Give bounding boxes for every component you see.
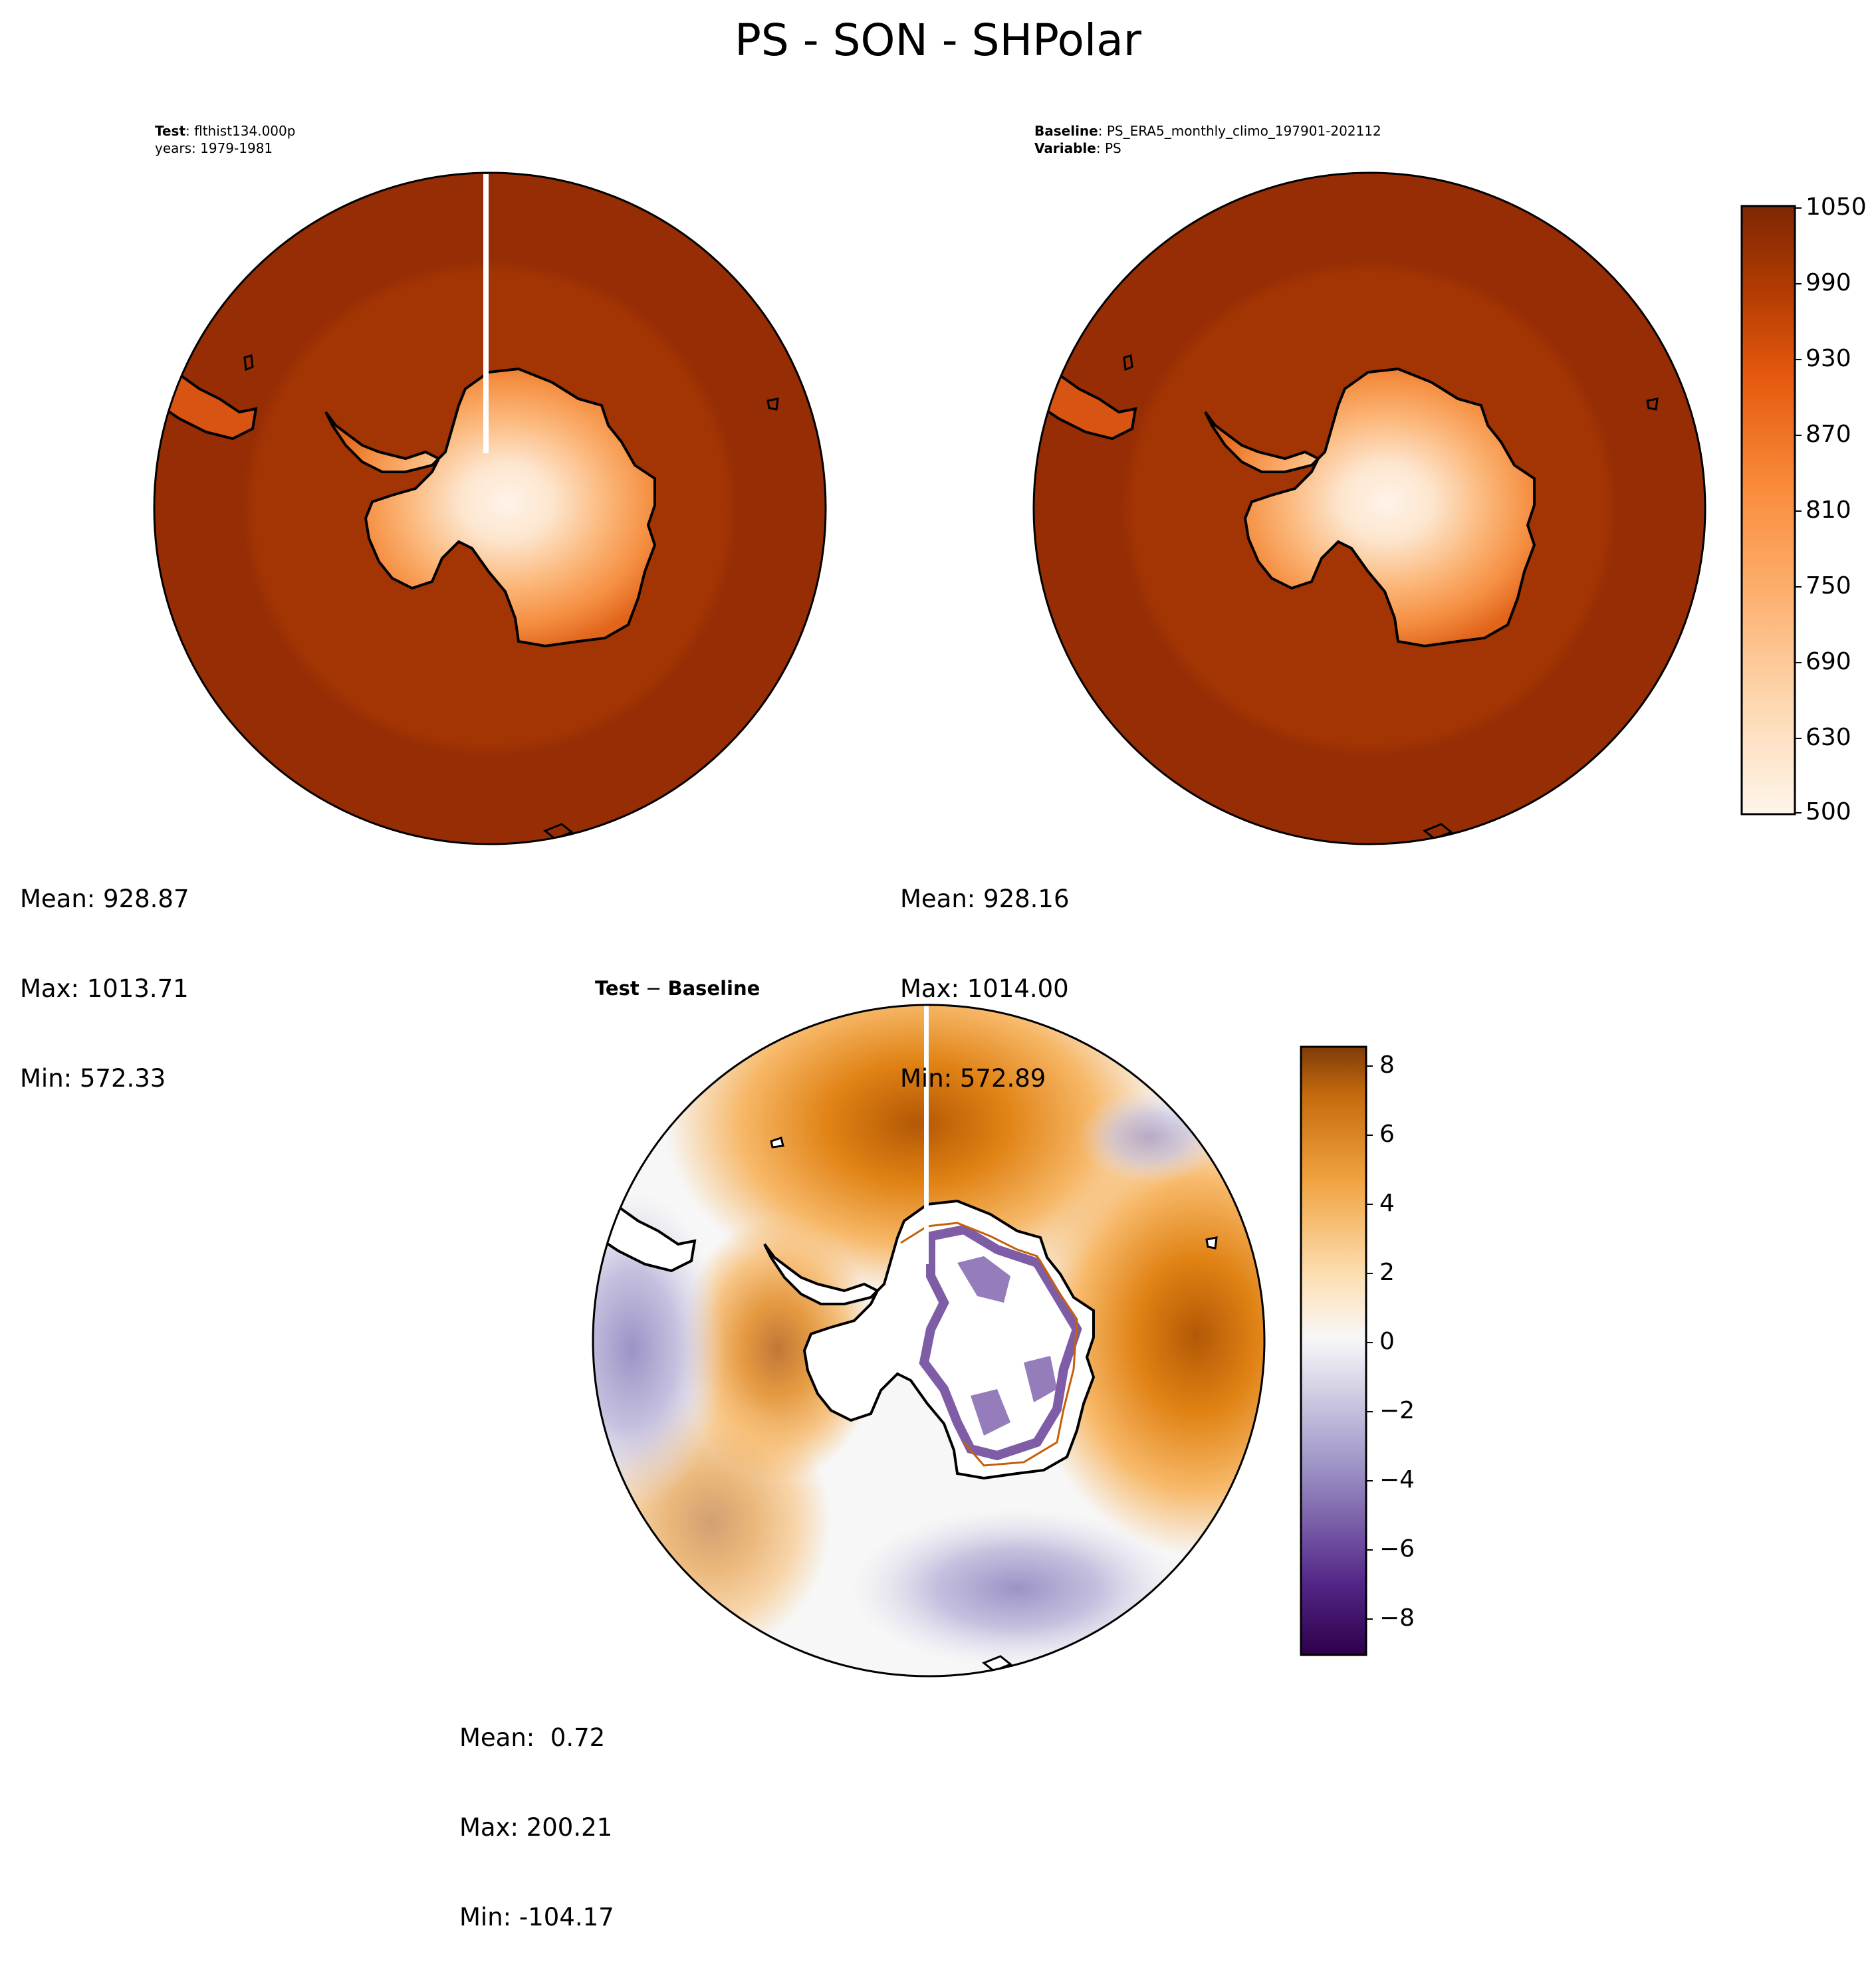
- cb1-tickmark: [1795, 207, 1802, 209]
- cb1-tick-1050: 1050: [1806, 193, 1867, 221]
- diff-antarctica-negative-patch: [971, 1389, 1010, 1436]
- cb1-tickmark: [1795, 359, 1802, 360]
- figure-title: PS - SON - SHPolar: [735, 15, 1141, 66]
- baseline-map-border: [1032, 171, 1706, 845]
- baseline-label-text: : PS_ERA5_monthly_climo_197901-202112: [1098, 123, 1381, 139]
- cb1-tickmark: [1795, 662, 1802, 663]
- cb2-tickmark: [1366, 1411, 1373, 1412]
- test-island: [543, 823, 574, 840]
- test-mean: Mean: 928.87: [20, 885, 189, 913]
- baseline-panel-header: Baseline: PS_ERA5_monthly_climo_197901-2…: [1034, 122, 1381, 157]
- cb2-tickmark: [1366, 1135, 1373, 1136]
- cb2-tick-neg2: −2: [1379, 1397, 1415, 1424]
- variable-label-bold: Variable: [1034, 140, 1096, 156]
- baseline-island: [1123, 354, 1133, 372]
- test-max: Max: 1013.71: [20, 974, 189, 1003]
- cb1-tickmark: [1795, 435, 1802, 436]
- test-label-text: : flthist134.000p: [185, 123, 296, 139]
- baseline-antarctica: [1204, 367, 1536, 648]
- test-years: years: 1979-1981: [155, 140, 273, 156]
- diff-positive-anomaly-east: [1024, 1117, 1264, 1555]
- baseline-mean: Mean: 928.16: [900, 885, 1070, 913]
- diff-negative-anomaly-south: [851, 1509, 1183, 1668]
- test-missing-data-strip: [483, 174, 489, 453]
- diff-min: Min: -104.17: [459, 1903, 614, 1931]
- diff-stats: Mean: 0.72 Max: 200.21 Min: -104.17: [459, 1663, 614, 1962]
- baseline-map: [1034, 173, 1705, 844]
- cb2-tick-neg6: −6: [1379, 1535, 1415, 1563]
- baseline-stats: Mean: 928.16 Max: 1014.00 Min: 572.89: [900, 824, 1070, 1123]
- cb2-tickmark: [1366, 1480, 1373, 1481]
- diff-island: [770, 1137, 784, 1148]
- cb2-tickmark: [1366, 1273, 1373, 1274]
- baseline-max: Max: 1014.00: [900, 974, 1069, 1003]
- diff-max: Max: 200.21: [459, 1813, 613, 1842]
- test-island: [766, 397, 779, 411]
- cb2-tick-neg4: −4: [1379, 1466, 1415, 1493]
- test-label-bold: Test: [155, 123, 186, 139]
- cb1-tick-690: 690: [1806, 648, 1851, 675]
- diff-island: [982, 1655, 1012, 1672]
- diff-antarctica-negative-patch: [957, 1256, 1010, 1303]
- baseline-island: [1423, 823, 1453, 840]
- diff-positive-anomaly-north: [665, 1005, 1170, 1296]
- cb1-tickmark: [1795, 586, 1802, 588]
- diff-antarctica-negative-region: [919, 1224, 1082, 1461]
- baseline-label-bold: Baseline: [1034, 123, 1098, 139]
- cb2-tick-8: 8: [1379, 1051, 1395, 1079]
- cb1-tickmark: [1795, 283, 1802, 284]
- baseline-min: Min: 572.89: [900, 1064, 1046, 1093]
- cb2-tickmark: [1366, 1204, 1373, 1205]
- diff-map-border: [592, 1004, 1266, 1678]
- cb2-tickmark: [1366, 1618, 1373, 1620]
- test-map: [154, 173, 826, 844]
- test-island: [243, 354, 254, 372]
- diff-missing-data-strip: [924, 1005, 929, 1264]
- test-stats: Mean: 928.87 Max: 1013.71 Min: 572.33: [20, 824, 189, 1123]
- cb1-tickmark: [1795, 812, 1802, 814]
- test-min: Min: 572.33: [20, 1064, 166, 1093]
- cb2-tick-neg8: −8: [1379, 1604, 1415, 1632]
- diff-label-op: −: [639, 977, 668, 1000]
- diff-label-test: Test: [595, 977, 640, 1000]
- cb2-tick-2: 2: [1379, 1259, 1395, 1286]
- test-antarctica: [324, 367, 657, 648]
- cb1-tick-750: 750: [1806, 572, 1851, 600]
- diff-south-america-tip: [593, 1202, 697, 1273]
- baseline-south-america-tip: [1034, 370, 1137, 441]
- puor-colorbar: [1300, 1045, 1367, 1656]
- test-south-america-tip: [154, 370, 258, 441]
- diff-mean: Mean: 0.72: [459, 1723, 606, 1752]
- variable-label-text: : PS: [1096, 140, 1121, 156]
- diff-negative-anomaly-northeast: [1077, 1090, 1223, 1183]
- cb2-tickmark: [1366, 1549, 1373, 1551]
- baseline-island: [1646, 397, 1659, 411]
- cb2-tickmark: [1366, 1065, 1373, 1067]
- cb1-tickmark: [1795, 510, 1802, 512]
- diff-label-baseline: Baseline: [667, 977, 761, 1000]
- diff-negative-anomaly-west: [593, 1190, 725, 1509]
- diff-map: [593, 1005, 1264, 1676]
- diff-antarctica-negative-patch: [1024, 1356, 1057, 1402]
- cb2-tick-6: 6: [1379, 1121, 1395, 1148]
- test-panel-header: Test: flthist134.000p years: 1979-1981: [155, 122, 295, 157]
- cb2-tick-4: 4: [1379, 1190, 1395, 1217]
- diff-panel-header: Test − Baseline: [595, 977, 761, 1000]
- diff-island: [1205, 1236, 1218, 1250]
- cb2-tick-0: 0: [1379, 1328, 1395, 1355]
- maps-canvas: [153, 171, 1796, 1678]
- cb1-tick-930: 930: [1806, 345, 1851, 372]
- diff-contour-line: [900, 1222, 1078, 1467]
- cb1-tickmark: [1795, 738, 1802, 739]
- cb1-tick-500: 500: [1806, 798, 1851, 825]
- cb1-tick-990: 990: [1806, 269, 1851, 296]
- cb2-tickmark: [1366, 1342, 1373, 1343]
- cb1-tick-810: 810: [1806, 496, 1851, 524]
- cb1-tick-870: 870: [1806, 421, 1851, 448]
- oranges-colorbar: [1740, 205, 1796, 816]
- test-map-border: [153, 171, 827, 845]
- cb1-tick-630: 630: [1806, 724, 1851, 751]
